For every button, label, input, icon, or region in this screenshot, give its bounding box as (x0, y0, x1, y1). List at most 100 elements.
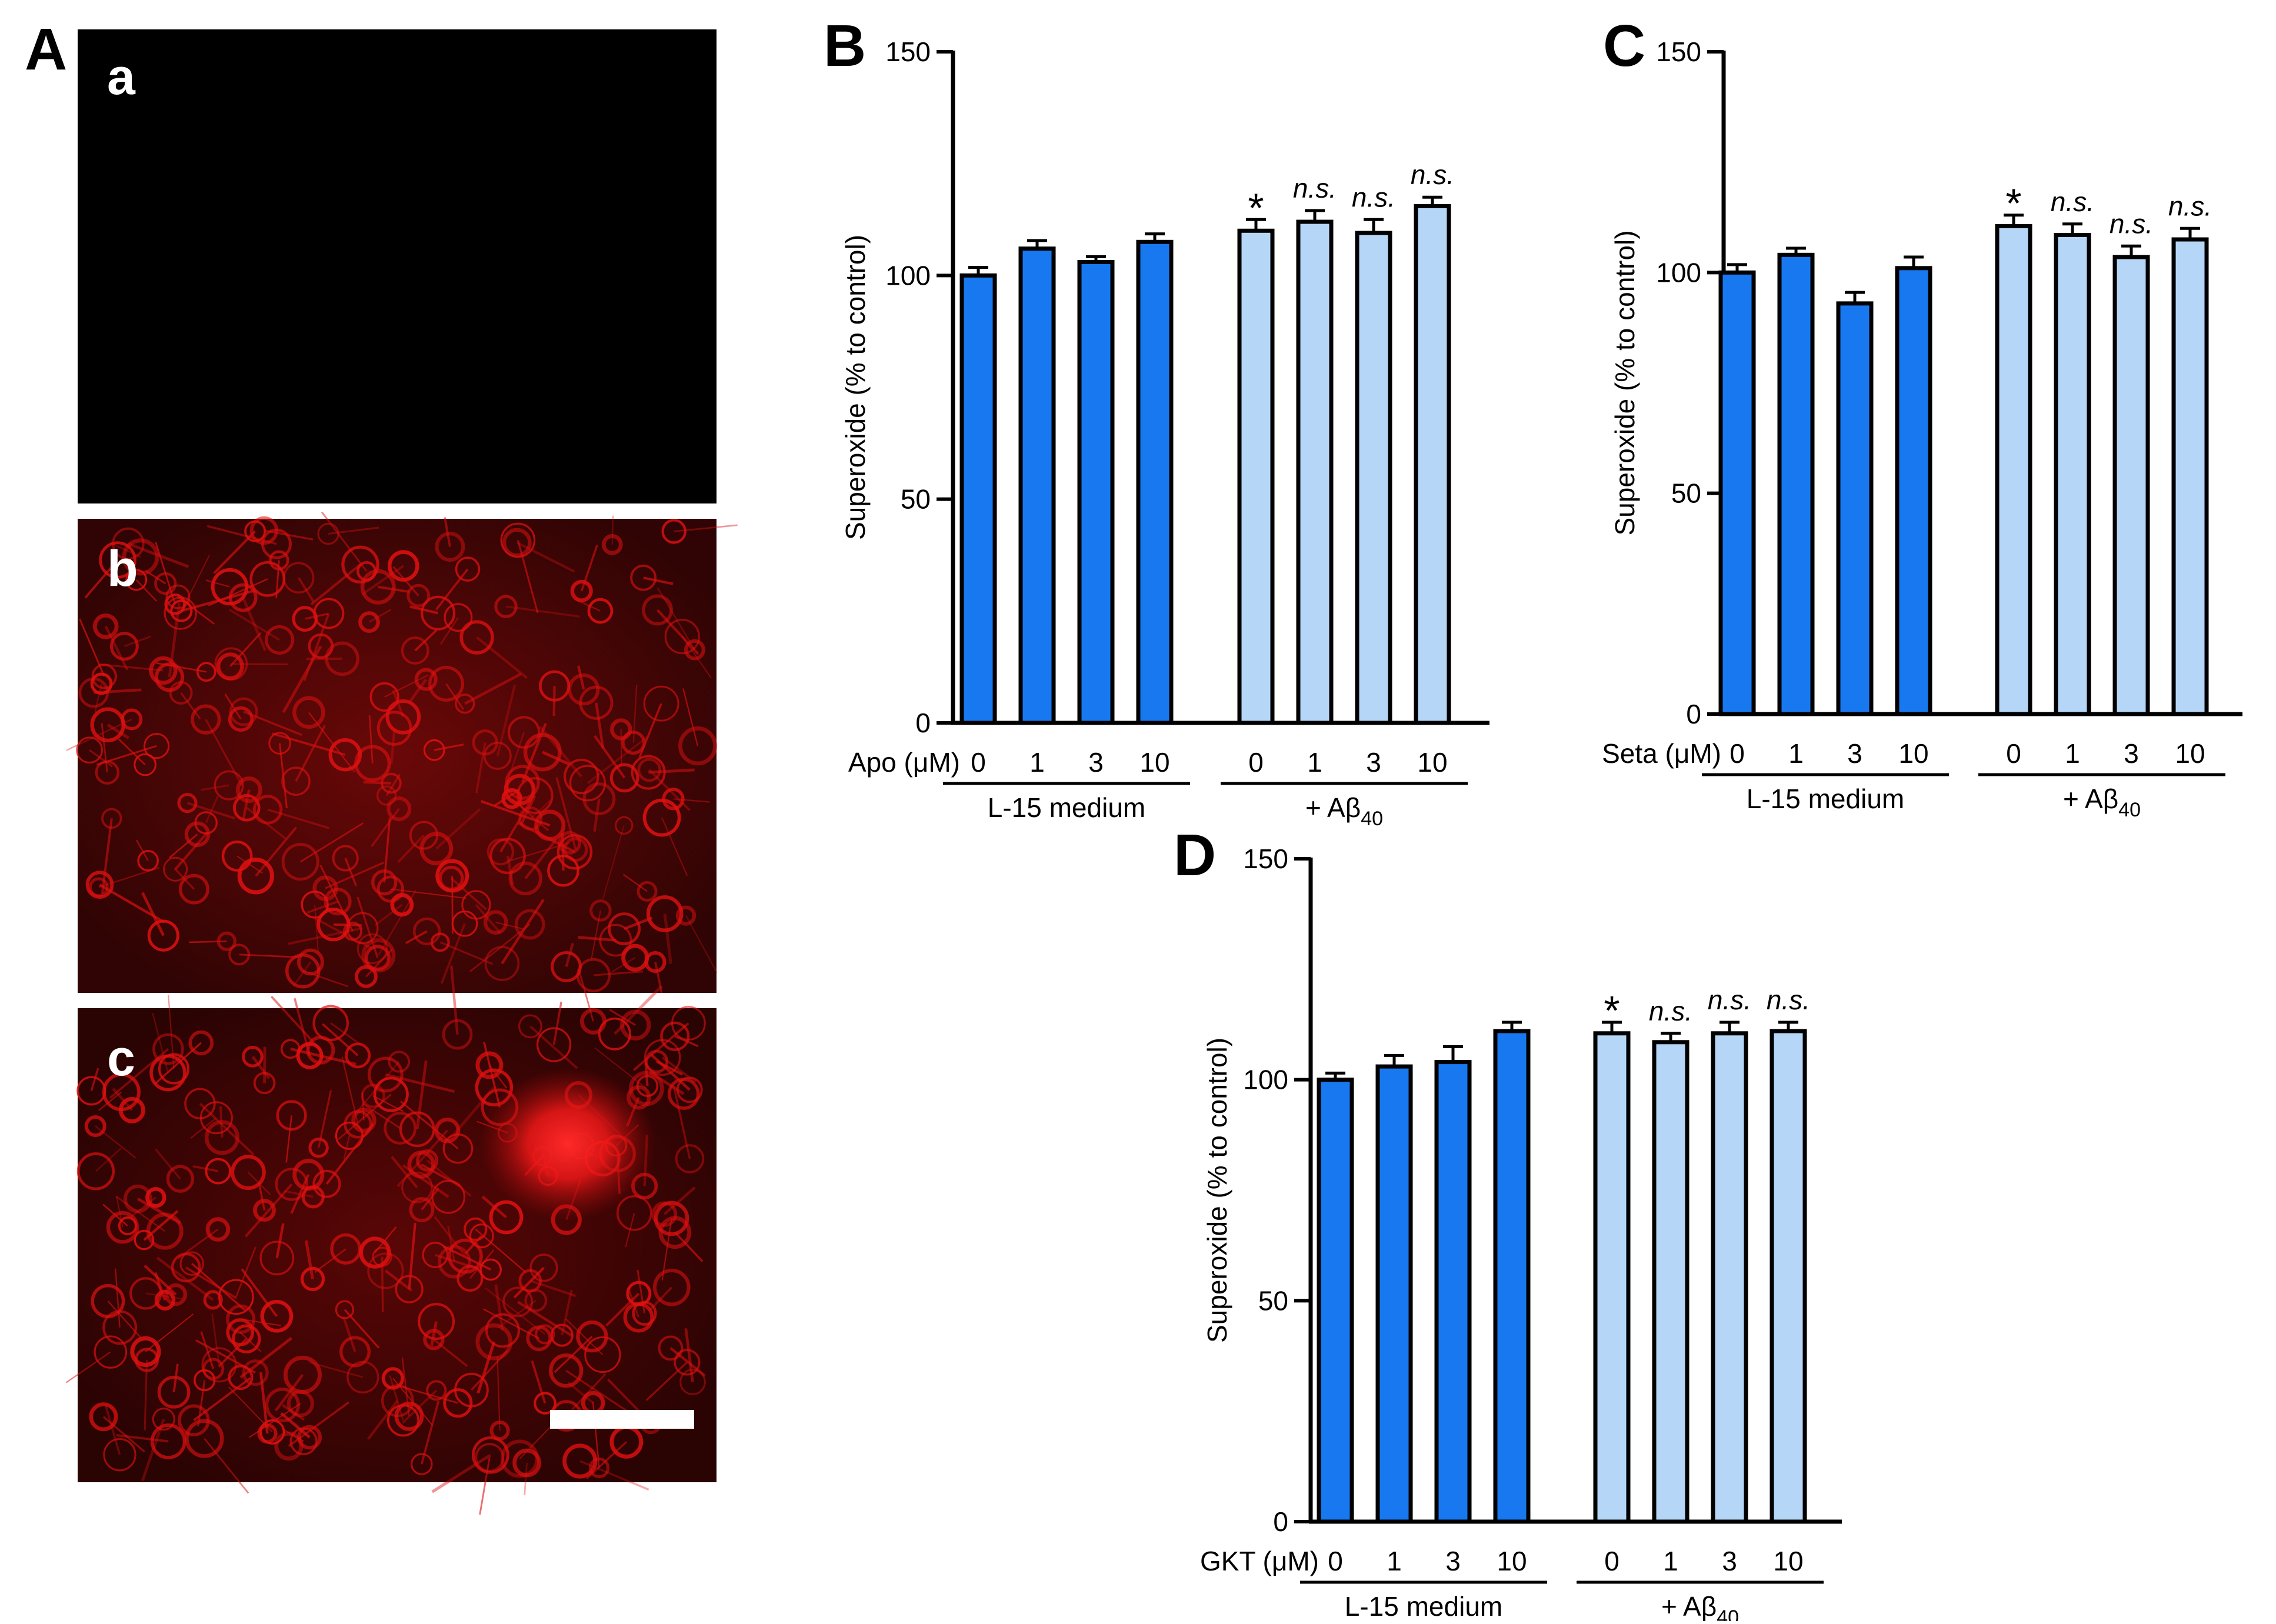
cell-body (369, 682, 399, 712)
cell-process (385, 773, 401, 796)
cell-body (556, 834, 593, 870)
cell-process (193, 1377, 251, 1422)
x-tick-label: 10 (1139, 747, 1169, 778)
cell-body (188, 1030, 214, 1056)
cell-process (371, 808, 400, 848)
group-label: + Aβ40 (1661, 1591, 1739, 1621)
group-label: L-15 medium (1747, 783, 1904, 814)
cell-body (598, 1017, 631, 1051)
cell-body (444, 603, 473, 632)
group-label-subscript: 40 (1361, 808, 1383, 830)
cell-process (496, 1356, 501, 1431)
cell-process (282, 645, 322, 713)
cell-body (376, 711, 412, 746)
cell-body (149, 656, 178, 685)
cell-body (89, 877, 109, 898)
cell-process (84, 559, 119, 599)
cell-body (582, 782, 616, 816)
cell-process (529, 1279, 577, 1298)
cell-process (241, 1268, 278, 1317)
cell-process (66, 718, 132, 751)
cell-body (674, 1349, 701, 1376)
cell-body (501, 788, 522, 809)
x-tick-label: 1 (2065, 738, 2080, 769)
cell-process (469, 923, 531, 972)
group-label-subscript: 40 (2118, 799, 2141, 821)
cell-process (580, 545, 598, 592)
cell-process (405, 930, 428, 945)
cell-body (355, 965, 378, 988)
cell-process (106, 723, 129, 739)
cell-body (367, 1056, 404, 1093)
cell-body (137, 849, 159, 872)
x-tick-label: 10 (1417, 747, 1447, 778)
cell-body (214, 770, 244, 801)
cell-process (579, 1460, 649, 1491)
cell-process (552, 686, 556, 716)
cell-process (243, 711, 302, 736)
cell-body (485, 1313, 520, 1348)
cell-body (414, 668, 438, 691)
cell-process (577, 665, 585, 690)
cell-body (472, 729, 498, 756)
cell-process (144, 1359, 148, 1430)
cell-body (91, 1284, 125, 1318)
cell-process (426, 1159, 472, 1197)
cell-body (617, 1195, 652, 1231)
cell-body (134, 753, 156, 776)
cell-process (661, 1218, 672, 1280)
panel-a-letter: A (25, 16, 67, 82)
cell-body (388, 1051, 411, 1073)
cell-body (292, 1159, 325, 1191)
cell-process (191, 1262, 246, 1312)
scale-bar (550, 1410, 694, 1429)
x-axis-prefix: Apo (μM) (848, 747, 960, 778)
cell-process (381, 1256, 384, 1312)
cell-body (570, 579, 593, 602)
cell-process (247, 1172, 271, 1195)
bar (1375, 1064, 1413, 1524)
cell-process (578, 936, 616, 942)
cell-process (595, 702, 605, 749)
micrograph-c-bright-cluster (479, 1068, 656, 1220)
cell-body (471, 1436, 509, 1474)
cell-body (676, 1076, 703, 1103)
cell-process (99, 883, 165, 923)
bar (1836, 301, 1874, 716)
cell-process (224, 693, 242, 720)
x-tick-label: 0 (1248, 747, 1264, 778)
cell-body (430, 932, 450, 952)
cell-body (253, 1199, 276, 1222)
cell-process (654, 962, 663, 993)
cell-process (435, 568, 469, 611)
cell-process (392, 566, 419, 596)
cell-process (205, 795, 219, 823)
cell-process (328, 526, 379, 535)
cell-body (401, 1172, 433, 1203)
cell-process (397, 834, 425, 863)
cell-body (232, 794, 261, 822)
cell-process (591, 910, 601, 959)
cell-process (625, 1213, 635, 1248)
cell-body (678, 726, 718, 766)
cell-process (632, 684, 638, 743)
cell-process (480, 800, 551, 827)
cell-body (434, 1117, 461, 1143)
cell-body (312, 875, 338, 901)
bar (1493, 1029, 1531, 1524)
cell-body (373, 1076, 409, 1112)
cell-body (211, 568, 249, 606)
cell-body (95, 760, 120, 785)
cell-process (219, 1106, 224, 1138)
cell-body (428, 666, 464, 702)
cell-body (411, 1453, 433, 1475)
cell-body (179, 1251, 204, 1276)
bar (1652, 1040, 1689, 1524)
cell-body (523, 733, 562, 772)
cell-body (249, 516, 279, 545)
bar (2054, 233, 2091, 716)
cell-process (98, 1091, 122, 1111)
cell-process (517, 1300, 573, 1338)
cell-process (101, 723, 108, 773)
cell-process (624, 916, 653, 931)
